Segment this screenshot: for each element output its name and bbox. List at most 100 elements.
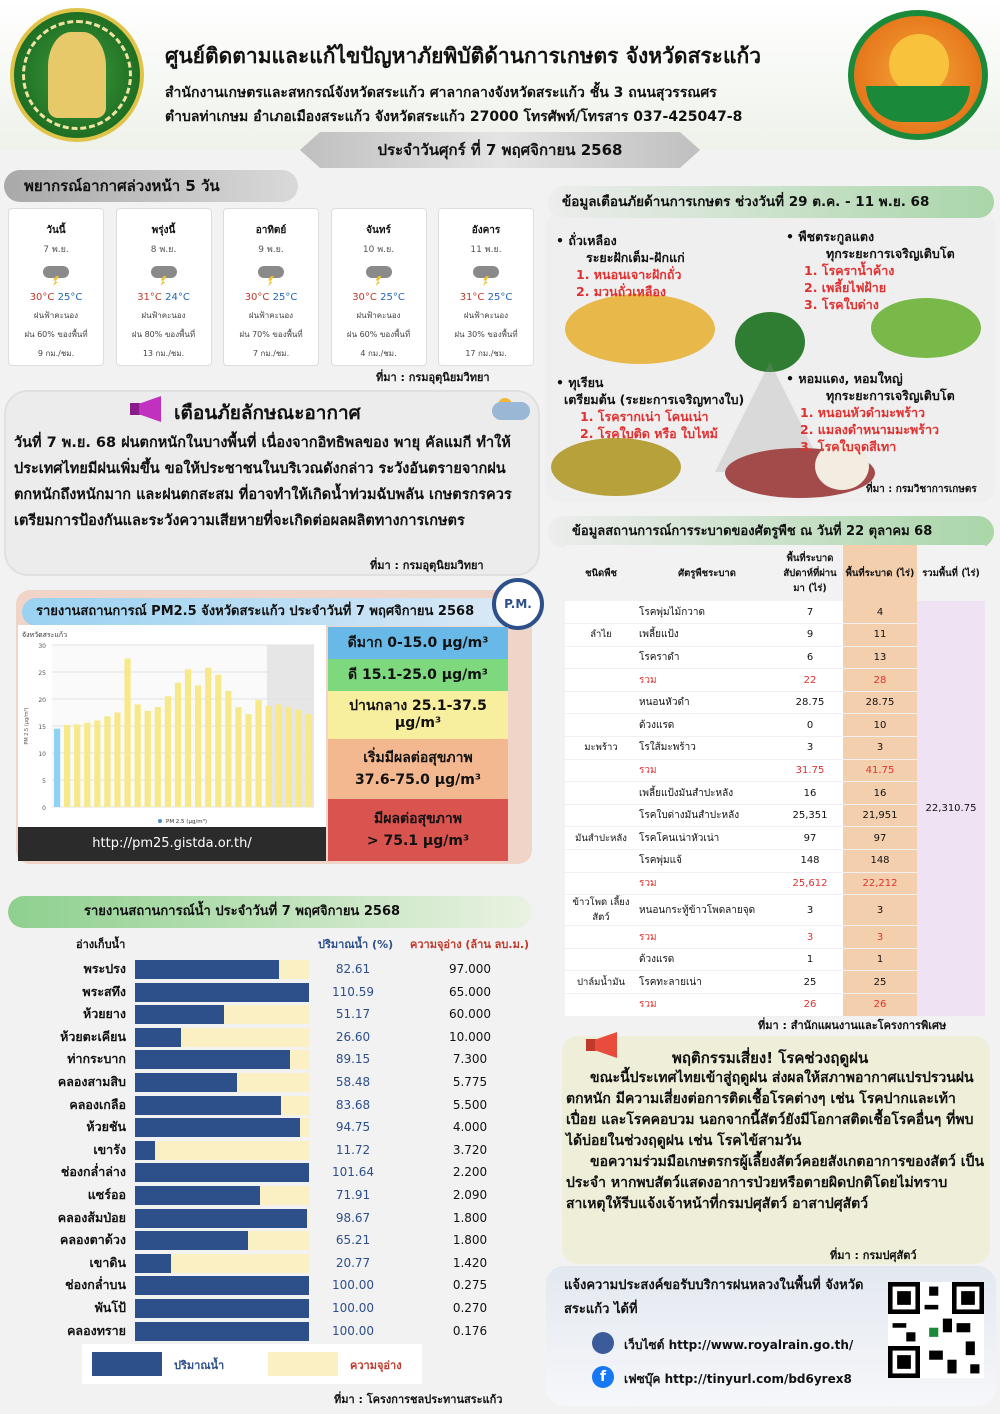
water-col-percent: ปริมาณน้ำ (%) — [318, 938, 394, 951]
reservoir-bar-fill — [135, 1027, 182, 1047]
reservoir-bar — [135, 982, 309, 1002]
pest-name: โรคพุ่มไม้กวาด — [637, 601, 777, 625]
reservoir-bar-fill — [135, 1095, 281, 1115]
forecast-day-name: พรุ่งนี้ — [151, 225, 176, 236]
hazard-soybean: • ถั่วเหลือง ระยะฝักเต็ม-ฝักแก่ 1. หนอนเ… — [556, 232, 685, 300]
reservoir-name: เขาดิน — [89, 1254, 127, 1270]
reservoir-bar-fill — [135, 982, 309, 1002]
reservoir-name: คลองสามสิบ — [57, 1074, 126, 1089]
reservoir-bar — [135, 1299, 309, 1318]
reservoir-bar — [135, 1321, 309, 1341]
reservoir-name: พระปรง — [83, 961, 126, 976]
reservoir-bar — [135, 1005, 309, 1025]
thunderstorm-icon — [149, 264, 179, 286]
chart-bar — [174, 682, 182, 807]
pest-name: โรคราดำ — [637, 646, 777, 670]
pest-crop — [565, 849, 637, 873]
megaphone-icon — [586, 1032, 620, 1058]
pest-row: รวม 26 26 — [565, 993, 985, 1017]
water-row: แซร์ออ 71.91 2.090 — [0, 1184, 540, 1206]
durian-image — [551, 438, 681, 496]
pest-now-area: 11 — [843, 623, 917, 647]
reservoir-capacity: 3.720 — [452, 1142, 488, 1157]
reservoir-name: พันโป้ — [94, 1300, 126, 1315]
pest-now-area: 28 — [843, 668, 917, 692]
pest-name: รวม — [637, 759, 777, 783]
forecast-rain: ฝน 60% ของพื้นที่ — [346, 330, 411, 339]
header-address-2: ตำบลท่าเกษม อำเภอเมืองสระแก้ว จังหวัดสระ… — [165, 109, 743, 125]
reservoir-name: คลองส้มป่อย — [57, 1209, 126, 1225]
forecast-day-date: 8 พ.ย. — [150, 245, 177, 255]
chart-bar — [124, 658, 131, 807]
chart-bar — [295, 709, 303, 807]
chart-y-tick-label: 30 — [38, 643, 46, 650]
reservoir-bar-fill — [135, 1208, 307, 1228]
reservoir-percent: 82.61 — [335, 962, 371, 976]
water-row: ช่องกล่ำบน 100.00 0.275 — [0, 1274, 540, 1296]
forecast-temp-low: 25°C — [272, 292, 298, 303]
rainy-season-paragraph-1: ขณะนี้ประเทศไทยเข้าสู่ฤดูฝน ส่งผลให้สภาพ… — [566, 1070, 974, 1149]
reservoir-percent: 94.75 — [335, 1120, 371, 1135]
thunderstorm-icon — [256, 264, 286, 286]
royal-rain-website[interactable]: เว็บไซต์ http://www.royalrain.go.th/ — [624, 1338, 854, 1352]
reservoir-percent: 98.67 — [335, 1210, 371, 1225]
forecast-desc: ฝนฟ้าคะนอง — [356, 311, 401, 320]
hazard-cucurbit: • พืชตระกูลแตง ทุกระยะการเจริญเติบโต 1. … — [786, 228, 955, 313]
page-title: ศูนย์ติดตามและแก้ไขปัญหาภัยพิบัติด้านการ… — [165, 44, 761, 68]
pest-crop — [565, 668, 637, 692]
reservoir-capacity: 2.090 — [452, 1188, 488, 1202]
pm-scale-moderate-range: ปานกลาง 25.1-37.5 — [349, 698, 487, 714]
chart-title: จังหวัดสระแก้ว — [22, 631, 67, 639]
pest-prev-area: 25,351 — [777, 804, 843, 828]
hazard-soybean-item: 1. หนอนเจาะฝักถั่ว — [576, 267, 682, 282]
reservoir-bar — [135, 1095, 309, 1115]
pest-now-area: 26 — [843, 993, 917, 1017]
forecast-cards: วันนี้ 7 พ.ย. 30°C 25°C ฝนฟ้าคะนอง ฝน 60% ขอ… — [8, 208, 540, 386]
reservoir-bar-fill — [135, 1005, 225, 1025]
pest-name: เพลี้ยแป้ง — [637, 623, 777, 647]
hazard-cucurbit-item: 1. โรคราน้ำค้าง — [804, 263, 895, 278]
pest-now-area: 21,951 — [843, 804, 917, 828]
pm-scale-unhealthy: มีผลต่อสุขภาพ > 75.1 µg/m³ — [328, 799, 508, 861]
pm25-url[interactable]: http://pm25.gistda.or.th/ — [18, 827, 326, 861]
pest-name: รวม — [637, 872, 777, 896]
warning-text: วันที่ 7 พ.ย. 68 ฝนตกหนักในบางพื้นที่ เน… — [14, 435, 512, 529]
pest-row: หนอนหัวดำ 28.75 28.75 — [565, 691, 985, 715]
reservoir-percent: 65.21 — [335, 1233, 371, 1248]
legend-capacity-label: ความจุอ่าง — [350, 1359, 402, 1372]
reservoir-bar — [135, 1118, 309, 1138]
reservoir-percent: 100.00 — [332, 1278, 374, 1293]
pest-row: ปาล์มน้ำมัน โรคทะลายเน่า 25 25 — [565, 970, 985, 994]
hazard-durian-stage: เตรียมต้น (ระยะการเจริญทางใบ) — [564, 392, 745, 407]
water-row: คลองเกลือ 83.68 5.500 — [0, 1094, 540, 1116]
hazard-durian-head: • ทุเรียน — [556, 375, 604, 390]
pest-prev-area: 148 — [777, 849, 843, 873]
qr-code[interactable] — [888, 1282, 984, 1378]
pest-source: ที่มา : สำนักแผนงานและโครงการพิเศษ — [758, 1019, 947, 1032]
forecast-desc: ฝนฟ้าคะนอง — [33, 311, 79, 320]
reservoir-capacity: 1.800 — [452, 1210, 488, 1225]
royal-rain-facebook[interactable]: เฟซบุ๊ค http://tinyurl.com/bd6yrex8 — [624, 1372, 852, 1386]
reservoir-bar-fill — [135, 1231, 249, 1251]
rainy-season-title: พฤติกรรมเสี่ยง! โรคช่วงฤดูฝน — [672, 1049, 869, 1067]
reservoir-bar — [135, 1163, 309, 1183]
pest-prev-area: 16 — [777, 781, 843, 805]
reservoir-name: ห้วยชัน — [86, 1119, 126, 1135]
pest-prev-area: 3 — [777, 925, 843, 949]
pest-crop: ข้าวโพด เลี้ยงสัตว์ — [565, 894, 637, 927]
pest-table: ชนิดพืช ศัตรูพืชระบาด พื้นที่ระบาด สัปดา… — [565, 545, 985, 1017]
forecast-day-date: 10 พ.ย. — [362, 245, 395, 255]
reservoir-capacity: 2.200 — [452, 1165, 488, 1180]
reservoir-bar-fill — [135, 1073, 237, 1092]
forecast-wind: 4 กม./ชม. — [360, 349, 397, 358]
water-row: พระปรง 82.61 97.000 — [0, 958, 540, 980]
water-row: ท่ากระบาก 89.15 7.300 — [0, 1048, 540, 1070]
chart-bar — [53, 728, 61, 807]
pest-row: รวม 22 28 — [565, 668, 985, 692]
chart-bar — [164, 696, 172, 807]
pest-now-area: 97 — [843, 826, 917, 851]
pm-scale-good: ดี 15.1-25.0 µg/m³ — [328, 659, 508, 691]
pest-prev-area: 1 — [777, 948, 843, 972]
pest-row: โรคพุ่มไม้กวาด 7 4 22,310.75 — [565, 601, 985, 1017]
rainy-source: ที่มา : กรมปศุสัตว์ — [830, 1249, 917, 1262]
